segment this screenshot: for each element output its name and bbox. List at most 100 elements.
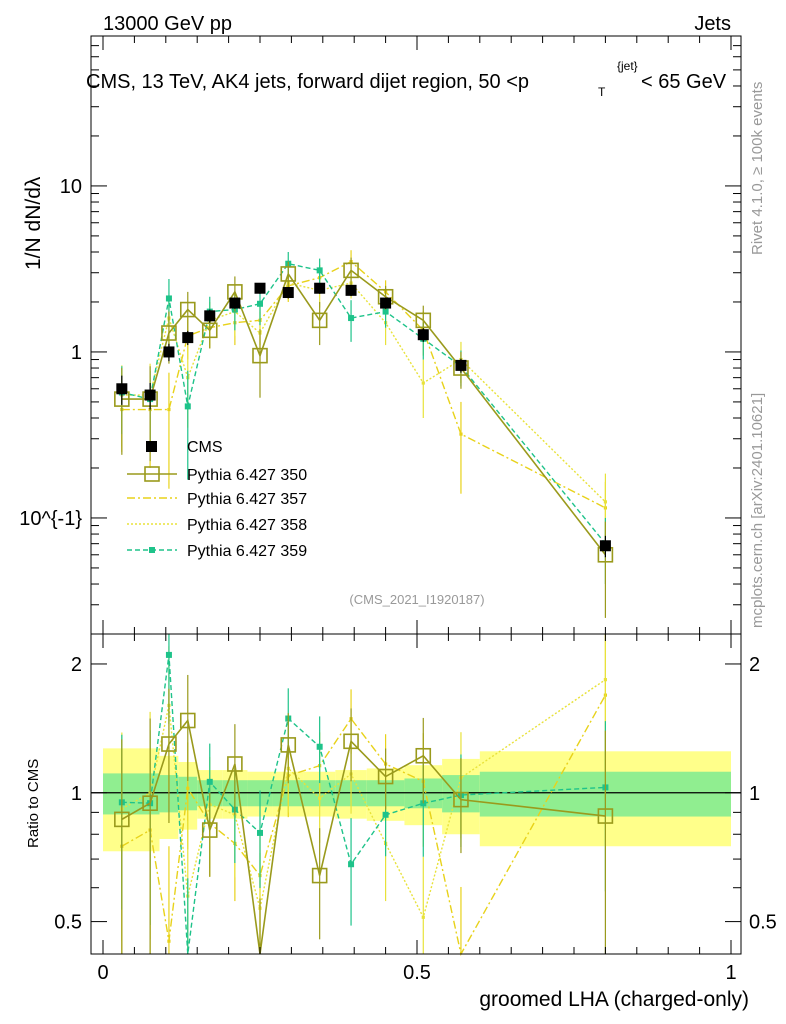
main-ytick-label: 10 [60, 176, 82, 198]
ratio-point-p350 [415, 747, 432, 764]
main-point-p350 [311, 312, 328, 329]
legend-cms-marker [146, 441, 157, 452]
ratio-ytick-label-right: 0.5 [749, 912, 777, 934]
ratio-point-p350 [311, 867, 328, 884]
ratio-point-p359 [316, 743, 323, 750]
category-label: Jets [694, 13, 731, 35]
ratio-ytick-label: 0.5 [54, 912, 82, 934]
ratio-point-p359 [257, 829, 263, 836]
ratio-ytick-label-right: 2 [749, 654, 760, 676]
cms-point [345, 284, 357, 296]
analysis-title-main: CMS, 13 TeV, AK4 jets, forward dijet reg… [86, 71, 529, 93]
main-point-p350 [252, 347, 268, 364]
main-point-p357 [167, 407, 171, 412]
ratio-point-p350 [179, 712, 196, 729]
ratio-point-p350 [597, 808, 614, 824]
mcplots-label: mcplots.cern.ch [arXiv:2401.10621] [749, 393, 766, 628]
ratio-point-p350 [377, 768, 394, 785]
main-point-p359 [184, 403, 191, 410]
ratio-ylabel: Ratio to CMS [25, 759, 42, 848]
ratio-band-layer [91, 748, 741, 852]
ratio-point-p350 [142, 795, 158, 812]
legend-entry-cms: CMS [146, 439, 223, 456]
ratio-line-p359 [121, 654, 606, 955]
main-point-p350 [201, 322, 218, 339]
ratio-point-p350 [343, 733, 359, 750]
analysis-title-sub: T [598, 85, 606, 99]
analysis-title: CMS, 13 TeV, AK4 jets, forward dijet reg… [86, 59, 727, 99]
analysis-title-tail: < 65 GeV [641, 71, 727, 93]
ratio-point-p350 [201, 822, 218, 838]
ratio-point-p358 [318, 796, 322, 800]
main-point-p358 [603, 500, 607, 504]
ratio-point-p359 [206, 778, 213, 785]
main-point-p358 [421, 381, 425, 385]
cms-point [204, 310, 216, 322]
main-series-layer [114, 250, 614, 618]
ratio-point-p350 [280, 737, 297, 753]
ratio-point-p350 [227, 756, 243, 772]
cms-point [144, 389, 156, 401]
ratio-point-p359 [165, 651, 172, 658]
rivet-label: Rivet 4.1.0, ≥ 100k events [749, 82, 766, 255]
legend: CMS Pythia 6.427 350 Pythia 6.427 357 Py… [127, 439, 307, 560]
main-series-p350 [114, 257, 614, 618]
main-ytick-label: 10^{-1} [19, 508, 82, 530]
cms-point [314, 282, 326, 294]
legend-358-label: Pythia 6.427 358 [187, 517, 307, 534]
cms-point [380, 297, 392, 309]
cms-point [116, 383, 128, 395]
legend-359-marker [149, 547, 155, 553]
main-point-p350 [280, 266, 297, 282]
ratio-point-p350 [161, 736, 177, 752]
x-axis-label: groomed LHA (charged-only) [479, 988, 749, 1011]
main-point-p359 [348, 315, 355, 322]
ratio-ytick-label: 2 [71, 654, 82, 676]
main-ylabel: 1/N dN/dλ [22, 176, 45, 270]
cms-point [254, 282, 266, 294]
cms-point [163, 346, 175, 358]
legend-cms-label: CMS [187, 439, 223, 456]
x-tick-label: 0 [97, 962, 108, 984]
ratio-point-p357 [186, 786, 190, 790]
ratio-series-layer [114, 634, 614, 956]
main-point-p359 [257, 300, 263, 307]
cms-point [182, 332, 194, 344]
analysis-title-sup: {jet} [617, 59, 638, 73]
main-ylabel-text: 1/N dN/dλ [22, 176, 45, 270]
legend-entry-357: Pythia 6.427 357 [127, 491, 307, 508]
analysis-id: (CMS_2021_I1920187) [349, 592, 484, 607]
x-tick-label: 1 [725, 962, 736, 984]
ratio-ytick-label: 1 [71, 783, 82, 805]
energy-label: 13000 GeV pp [103, 13, 232, 35]
ratio-point-p350 [114, 811, 130, 828]
legend-350-label: Pythia 6.427 350 [187, 467, 307, 484]
main-point-p359 [165, 295, 172, 302]
cms-point [417, 329, 429, 341]
cms-point [599, 540, 611, 552]
main-point-p359 [382, 308, 389, 315]
main-point-p350 [343, 262, 359, 279]
ratio-plot-frame [90, 633, 742, 955]
ratio-point-p358 [603, 678, 607, 682]
ratio-point-p357 [167, 939, 171, 943]
legend-359-label: Pythia 6.427 359 [187, 543, 307, 560]
main-series-cms [116, 282, 611, 558]
legend-350-marker [144, 466, 160, 482]
ratio-line-p357 [121, 694, 607, 956]
legend-357-label: Pythia 6.427 357 [187, 491, 307, 508]
cms-point [229, 297, 241, 309]
main-point-p359 [316, 267, 323, 274]
main-point-p350 [179, 301, 196, 318]
main-point-p350 [415, 312, 432, 329]
ratio-series-p350 [114, 674, 614, 955]
cms-point [455, 359, 467, 371]
ratio-point-p359 [382, 811, 389, 818]
legend-entry-350: Pythia 6.427 350 [127, 466, 307, 484]
x-tick-label: 0.5 [403, 962, 431, 984]
main-point-p357 [459, 432, 463, 436]
legend-entry-358: Pythia 6.427 358 [127, 517, 307, 534]
ratio-point-p350 [453, 791, 469, 808]
